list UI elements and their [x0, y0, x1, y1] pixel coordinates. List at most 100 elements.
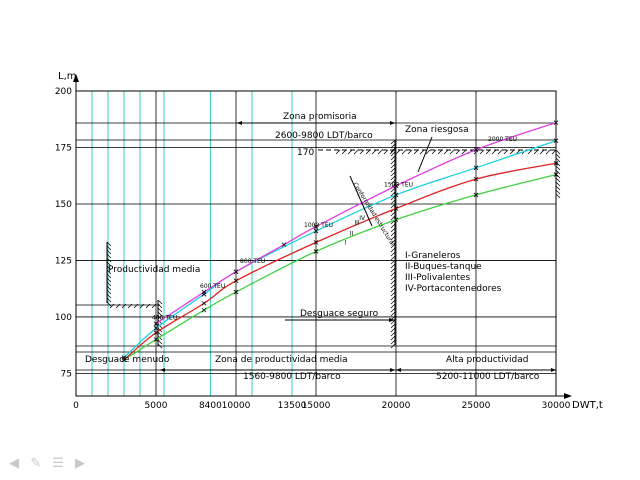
arrow-right-icon[interactable]: ▶ — [75, 455, 85, 471]
zona-promisoria-label: Zona promisoria — [283, 112, 357, 122]
point-I-8 — [553, 172, 559, 177]
x-tick-5000: 5000 — [145, 401, 168, 411]
zona-riesgosa-label: Zona riesgosa — [405, 125, 469, 135]
legend-entry-1: I-Graneleros — [405, 251, 461, 261]
desguace-seguro-label: Desguace seguro — [300, 309, 379, 319]
point-IV-5 — [313, 224, 319, 229]
hatch-level-170 — [335, 149, 557, 155]
teu-label-3: 800 TEU — [240, 258, 265, 265]
point-II-4 — [233, 278, 239, 284]
point-IV-3 — [233, 269, 239, 275]
point-IV-4 — [281, 242, 287, 247]
x-tick-20000: 20000 — [382, 401, 411, 411]
level-170-label: 170 — [297, 148, 314, 158]
slide-navigation: ◀ ✎ ☰ ▶ — [6, 455, 88, 471]
y-tick-75: 75 — [61, 369, 72, 379]
teu-label-5: 1500 TEU — [384, 181, 413, 188]
annotations: 400 TEU 600 TEU 800 TEU 1000 TEU 1500 TEU 200… — [152, 121, 556, 372]
point-I-7 — [473, 192, 479, 198]
x-tick-0: 0 — [73, 401, 79, 411]
y-tick-200: 200 — [55, 87, 72, 97]
point-III-7 — [473, 165, 479, 171]
x-tick-30000: 30000 — [542, 401, 571, 411]
point-II-2 — [153, 330, 159, 336]
zona-promisoria-arrow — [237, 121, 395, 125]
series-line-III — [123, 140, 557, 359]
series-roman-I: I — [345, 240, 347, 247]
point-III-5 — [313, 228, 319, 234]
series-roman-II: II — [350, 231, 354, 238]
x-tick-15000: 15000 — [302, 401, 331, 411]
teu-label-2: 600 TEU — [200, 283, 225, 290]
x-axis-arrow — [564, 393, 572, 399]
x-tick-8400: 8400 — [199, 401, 222, 411]
hatch-left-vertical — [106, 241, 112, 307]
point-IV-7 — [473, 147, 479, 153]
y-tick-125: 125 — [55, 256, 72, 266]
diagonal-boundary — [349, 175, 373, 227]
alta-productividad-arrow — [396, 368, 556, 372]
hatch-markers — [106, 139, 561, 349]
point-III-2 — [153, 325, 159, 331]
point-III-1 — [121, 355, 127, 360]
series-roman-III: III — [354, 219, 360, 226]
teal-lines — [91, 91, 293, 396]
point-II-6 — [393, 206, 399, 211]
point-III-8 — [553, 138, 559, 143]
point-I-6 — [393, 217, 399, 223]
desguace-seguro-arrow — [285, 318, 395, 322]
desguace-menudo-label: Desguace menudo — [85, 355, 170, 365]
x-tick-25000: 25000 — [462, 401, 491, 411]
y-axis-label: L,m — [58, 71, 77, 82]
hatch-20000-vertical — [390, 139, 396, 349]
teu-label-1: 400 TEU — [152, 315, 177, 322]
teu-label-4: 1000 TEU — [304, 222, 333, 229]
point-I-5 — [313, 249, 319, 254]
menu-icon[interactable]: ☰ — [52, 455, 64, 471]
y-axis-arrow — [73, 74, 79, 82]
hatch-right-vertical — [555, 149, 561, 199]
series-roman-IV: IV — [359, 215, 366, 222]
point-I-3 — [201, 307, 207, 313]
point-IV-6 — [393, 183, 399, 189]
point-III-6 — [393, 192, 399, 198]
hatch-productividad-media — [109, 303, 157, 309]
alta-productividad-range: 5200-11000 LDT/barco — [436, 372, 540, 382]
zona-promisoria-range: 2600-9800 LDT/barco — [275, 131, 373, 141]
point-IV-2 — [201, 289, 207, 295]
hatch-400teu-vertical — [157, 299, 163, 349]
zona-riesgosa-pointer — [417, 136, 433, 173]
pen-icon[interactable]: ✎ — [30, 455, 42, 471]
y-tick-100: 100 — [55, 313, 72, 323]
legend-entry-3: III-Polivalentes — [405, 273, 470, 283]
zona-productividad-media-range: 1560-9800 LDT/barco — [243, 372, 341, 382]
point-IV-8 — [553, 120, 559, 125]
point-IV-1 — [153, 321, 159, 326]
productividad-media-label: Productividad media — [108, 265, 200, 275]
series-line-II — [123, 162, 557, 361]
y-tick-175: 175 — [55, 143, 72, 153]
legend-entry-2: II-Buques-tanque — [405, 262, 482, 272]
legend: I-Graneleros II-Buques-tanque III-Poliva… — [405, 251, 502, 294]
plot-frame — [75, 90, 557, 397]
x-axis-label: DWT,t — [572, 400, 603, 411]
point-II-3 — [201, 301, 207, 306]
arrow-left-icon[interactable]: ◀ — [9, 455, 19, 471]
alta-productividad-label: Alta productividad — [446, 355, 528, 365]
point-II-7 — [473, 176, 479, 182]
y-tick-150: 150 — [55, 200, 72, 210]
grid — [73, 74, 572, 399]
point-I-4 — [233, 289, 239, 295]
x-tick-13500: 13500 — [278, 401, 307, 411]
point-I-2 — [153, 337, 159, 342]
x-tick-10000: 10000 — [222, 401, 251, 411]
teu-label-6: 2000 TEU — [488, 136, 517, 143]
zona-productividad-media-arrow — [160, 368, 395, 372]
point-II-5 — [313, 240, 319, 245]
diagonal-label: Conformidad estructural — [351, 181, 396, 247]
legend-entry-4: IV-Portacontenedores — [405, 284, 502, 294]
point-II-8 — [553, 161, 559, 166]
